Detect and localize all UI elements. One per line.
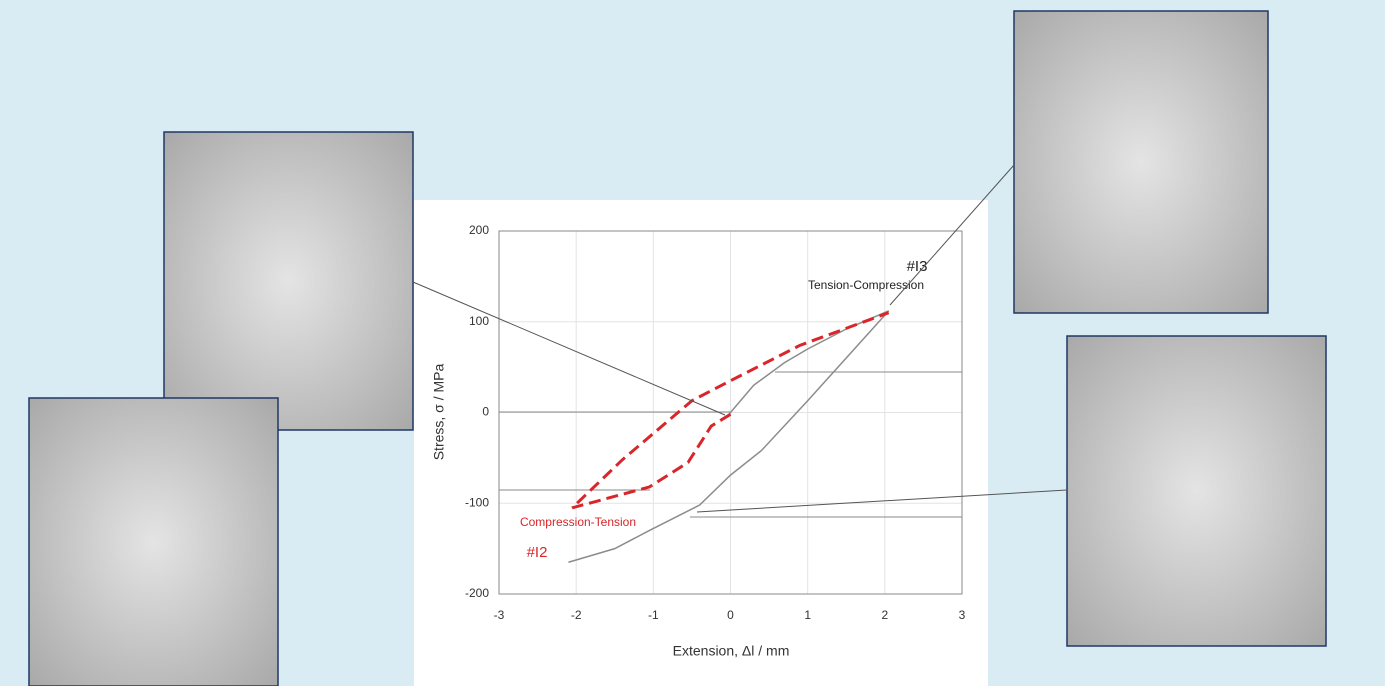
series-line [568, 310, 890, 563]
x-tick-label: 0 [727, 608, 734, 622]
micrograph [1066, 335, 1327, 647]
micrograph [28, 397, 279, 686]
pointer [412, 281, 726, 416]
pointer [696, 489, 1068, 513]
x-tick-label: 3 [959, 608, 966, 622]
annotation: #I2 [527, 544, 548, 561]
y-tick-label: 200 [469, 223, 489, 237]
y-axis-label: Stress, σ / MPa [431, 364, 447, 461]
curve-label: Compression-Tension [520, 515, 636, 529]
x-tick-label: 1 [804, 608, 811, 622]
micrograph [163, 131, 414, 431]
y-tick-label: 0 [482, 405, 489, 419]
x-tick-label: -1 [648, 608, 659, 622]
y-tick-label: 100 [469, 314, 489, 328]
pointer [889, 164, 1015, 306]
pointers [412, 164, 1068, 513]
micrograph [1013, 10, 1269, 314]
x-tick-label: -2 [571, 608, 582, 622]
y-tick-label: -200 [465, 586, 489, 600]
x-tick-label: 2 [881, 608, 888, 622]
curve-label: Tension-Compression [808, 278, 924, 292]
plot: -3 -2 -1 0 1 2 3 -200 -100 0 100 200 Tension-Compres… [465, 223, 966, 622]
y-tick-label: -100 [465, 495, 489, 509]
annotation: #I3 [907, 258, 928, 275]
x-axis-label: Extension, Δl / mm [673, 643, 790, 659]
x-tick-label: -3 [494, 608, 505, 622]
series-line [571, 311, 890, 510]
micrographs [28, 10, 1327, 686]
